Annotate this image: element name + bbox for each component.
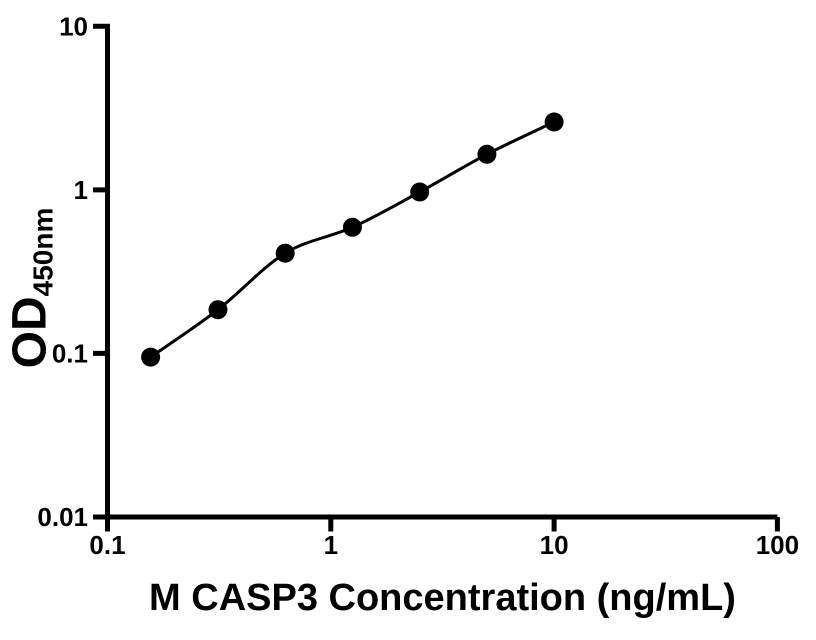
data-point-marker: [208, 300, 228, 320]
x-tick-labels: 0.1 1 10 100: [89, 530, 799, 560]
x-axis-title: M CASP3 Concentration (ng/mL): [149, 577, 736, 619]
y-axis-title-main: OD: [3, 296, 57, 369]
data-point-marker: [410, 182, 430, 202]
data-point-marker: [275, 243, 295, 263]
y-tick-label: 1: [74, 175, 88, 205]
x-tick-label: 10: [540, 530, 569, 560]
data-point-marker: [477, 144, 497, 164]
data-point-markers: [141, 112, 564, 367]
y-tick-label: 0.01: [37, 502, 88, 532]
x-tick-label: 1: [324, 530, 338, 560]
y-axis-title-subscript: 450nm: [27, 207, 59, 297]
y-tick-label: 10: [59, 11, 88, 41]
data-point-marker: [141, 347, 161, 367]
y-axis-title: OD450nm: [3, 207, 59, 369]
x-tick-label: 100: [756, 530, 799, 560]
x-tick-label: 0.1: [89, 530, 125, 560]
axes-spines-and-ticks: [93, 23, 780, 532]
data-point-marker: [544, 112, 564, 132]
y-tick-labels: 10 1 0.1 0.01: [37, 11, 88, 532]
y-tick-label: 0.1: [52, 338, 88, 368]
data-point-marker: [342, 217, 362, 237]
